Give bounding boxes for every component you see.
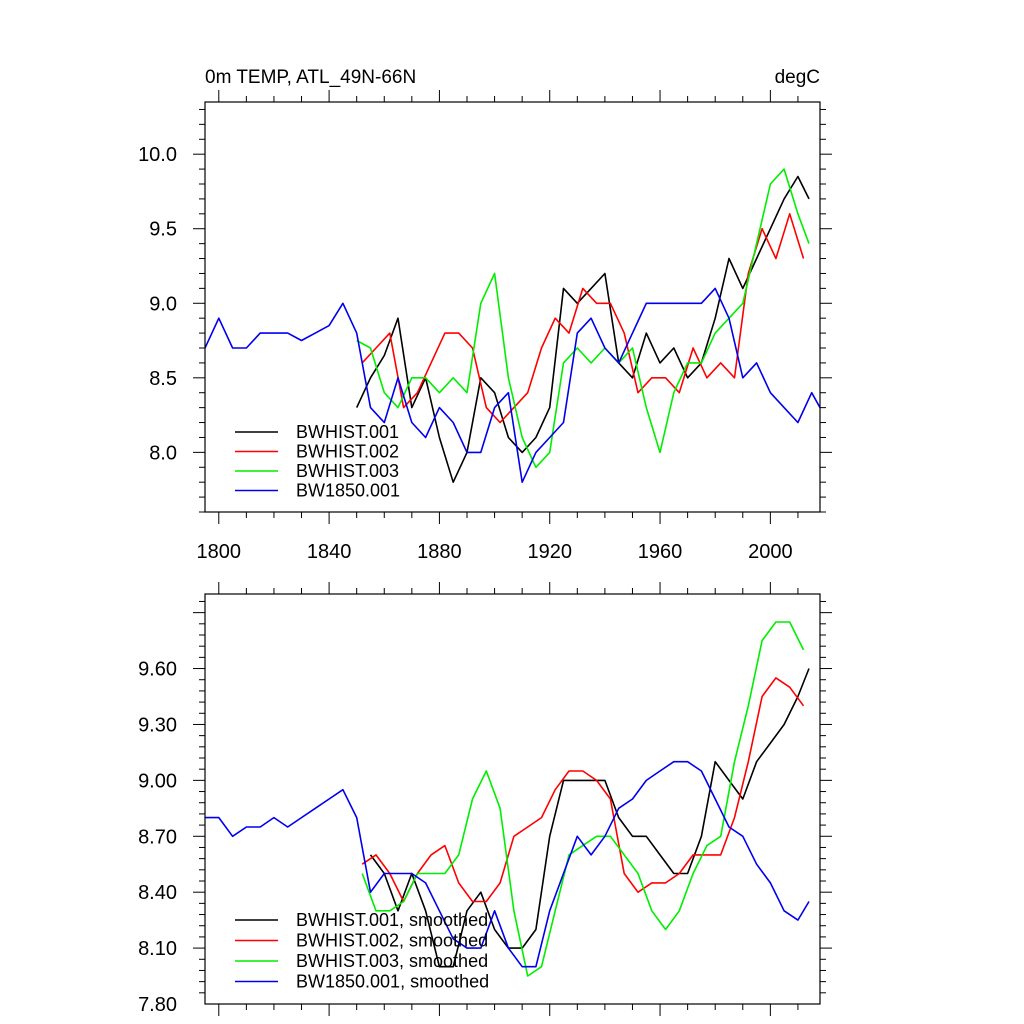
legend-label-3: BW1850.001 — [296, 481, 400, 501]
legend-label-0: BWHIST.001 — [296, 422, 399, 442]
y-tick-label: 9.60 — [138, 659, 177, 681]
y-tick-label: 9.0 — [149, 293, 177, 315]
y-tick-label: 7.80 — [138, 994, 177, 1016]
series-line-3 — [205, 760, 810, 968]
plot-frame — [204, 101, 821, 513]
chart-title-right: degC — [775, 67, 820, 88]
series-line-0 — [369, 668, 810, 968]
legend-label-0: BWHIST.001, smoothed — [296, 910, 488, 930]
y-tick-label: 10.0 — [138, 144, 177, 166]
series-line-1 — [361, 213, 805, 424]
series-line-2 — [361, 621, 805, 977]
axes-ticks — [193, 90, 832, 524]
y-tick-label: 8.5 — [149, 368, 177, 390]
y-tick-label: 9.30 — [138, 714, 177, 736]
x-tick-label: 1840 — [307, 541, 352, 563]
legend-label-1: BWHIST.002 — [296, 442, 399, 462]
axes-ticks — [193, 582, 832, 1016]
y-tick-label: 8.10 — [138, 938, 177, 960]
y-tick-label: 8.70 — [138, 826, 177, 848]
y-tick-label: 9.5 — [149, 219, 177, 241]
series-line-0 — [355, 175, 810, 483]
series-line-3 — [205, 287, 820, 483]
plot-frame — [204, 593, 821, 1005]
top-panel: 1800 1840 1880 1920 1960 2000 8.0 8.5 9.0 9.5 10.0… — [138, 67, 832, 563]
legend-label-1: BWHIST.002, smoothed — [296, 931, 488, 951]
y-tick-label: 9.00 — [138, 770, 177, 792]
y-tick-label: 8.40 — [138, 882, 177, 904]
series-line-1 — [361, 677, 805, 903]
legend-label-3: BW1850.001, smoothed — [296, 972, 489, 992]
series-line-2 — [356, 168, 810, 469]
x-tick-label: 2000 — [748, 541, 793, 563]
legend-label-2: BWHIST.003, smoothed — [296, 951, 488, 971]
x-tick-label: 1880 — [417, 541, 462, 563]
chart-title-left: 0m TEMP, ATL_49N-66N — [205, 67, 416, 88]
x-tick-label: 1960 — [638, 541, 683, 563]
series-group — [205, 621, 810, 977]
legend-label-2: BWHIST.003 — [296, 461, 399, 481]
x-tick-label: 1800 — [197, 541, 242, 563]
y-tick-label: 8.0 — [149, 442, 177, 464]
series-group — [205, 168, 820, 483]
bottom-panel: 7.80 8.10 8.40 8.70 9.00 9.30 9.60 BWHIST.001, … — [138, 582, 832, 1016]
x-tick-label: 1920 — [527, 541, 572, 563]
